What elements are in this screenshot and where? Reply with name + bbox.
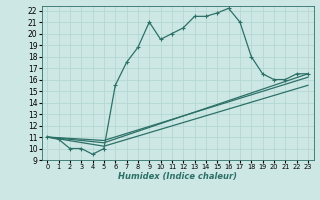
X-axis label: Humidex (Indice chaleur): Humidex (Indice chaleur) [118, 172, 237, 181]
